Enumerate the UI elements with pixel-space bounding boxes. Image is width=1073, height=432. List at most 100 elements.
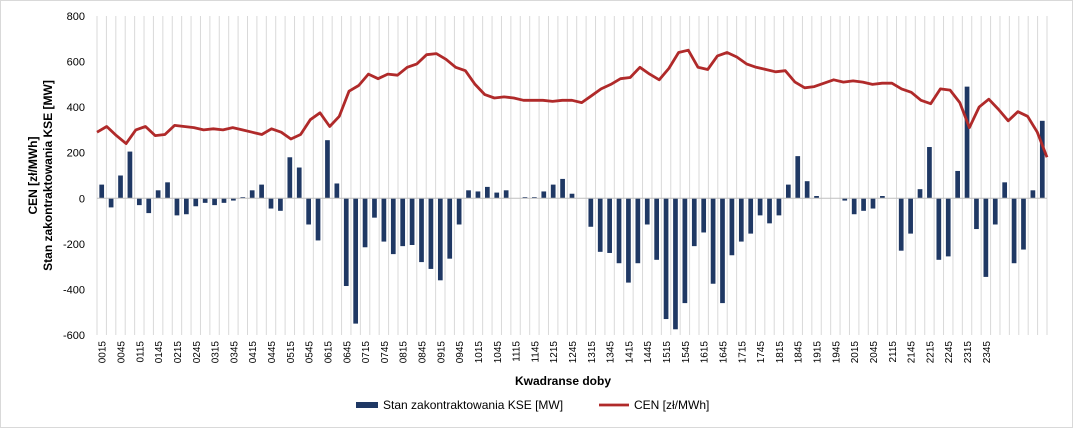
kse-bar bbox=[325, 140, 330, 199]
x-tick-label: 1045 bbox=[493, 341, 504, 364]
x-tick-label: 1315 bbox=[587, 341, 598, 364]
x-tick-label: 0815 bbox=[399, 341, 410, 364]
kse-bar bbox=[927, 147, 932, 199]
kse-bar bbox=[400, 198, 406, 247]
kse-bar bbox=[362, 198, 368, 248]
kse-bar bbox=[503, 190, 509, 199]
kse-bar bbox=[936, 198, 942, 260]
x-tick-label: 1115 bbox=[512, 341, 523, 362]
kse-bar bbox=[372, 198, 377, 218]
y-axis-label: CEN [zł/MWh]Stan zakontraktowania KSE [M… bbox=[26, 80, 55, 271]
x-tick-label: 0545 bbox=[305, 341, 316, 364]
x-tick-label: 0215 bbox=[173, 341, 184, 364]
kse-bar bbox=[541, 191, 547, 199]
kse-bar bbox=[691, 198, 697, 247]
x-tick-label: 1345 bbox=[606, 341, 617, 364]
kse-bar bbox=[231, 198, 236, 201]
kse-bar bbox=[710, 198, 716, 284]
kse-bar bbox=[795, 156, 801, 199]
kse-bar bbox=[428, 198, 434, 269]
legend: Stan zakontraktowania KSE [MW] CEN [zł/MW… bbox=[356, 398, 709, 412]
legend-bar-swatch bbox=[356, 402, 378, 408]
x-tick-label: 2215 bbox=[925, 341, 936, 364]
y-axis-label-line: CEN [zł/MWh] bbox=[26, 137, 40, 215]
kse-bar bbox=[1011, 198, 1017, 264]
kse-bar bbox=[268, 198, 274, 209]
x-tick-label: 2315 bbox=[963, 341, 974, 364]
kse-bar bbox=[193, 198, 199, 207]
kse-bar bbox=[917, 189, 923, 199]
x-tick-label: 1745 bbox=[756, 341, 767, 364]
x-tick-label: 0915 bbox=[436, 341, 447, 364]
kse-bar bbox=[146, 198, 152, 214]
kse-bar bbox=[484, 186, 490, 199]
x-tick-label: 0515 bbox=[286, 341, 297, 364]
y-tick-label: -600 bbox=[63, 330, 85, 342]
kse-bar bbox=[870, 198, 876, 209]
x-tick-label: 0315 bbox=[211, 341, 222, 364]
kse-bar bbox=[532, 197, 537, 199]
kse-bar bbox=[447, 198, 453, 259]
kse-bar bbox=[550, 184, 556, 199]
kse-bar bbox=[221, 198, 227, 203]
kse-bar bbox=[992, 198, 998, 225]
legend-line-label: CEN [zł/MWh] bbox=[634, 398, 709, 412]
y-tick-label: 600 bbox=[67, 57, 85, 69]
kse-bar bbox=[466, 190, 471, 199]
x-tick-label: 1015 bbox=[474, 341, 485, 364]
x-tick-label: 0615 bbox=[323, 341, 334, 364]
kse-bar bbox=[663, 198, 669, 320]
x-tick-label: 1645 bbox=[718, 341, 729, 364]
kse-bar bbox=[287, 157, 293, 199]
kse-bar bbox=[494, 192, 500, 199]
kse-bar bbox=[738, 198, 744, 242]
kse-bar bbox=[785, 184, 791, 199]
x-tick-label: 2015 bbox=[850, 341, 861, 364]
kse-bar bbox=[390, 198, 396, 255]
kse-bar bbox=[118, 175, 123, 199]
kse-bar bbox=[898, 198, 904, 251]
kse-bar bbox=[165, 182, 170, 199]
kse-bar bbox=[607, 198, 612, 253]
price-line bbox=[96, 48, 1049, 158]
kse-bar bbox=[861, 198, 866, 211]
x-tick-label: 0715 bbox=[361, 341, 372, 364]
x-axis-label: Kwadranse doby bbox=[515, 374, 611, 388]
y-tick-labels: -600 -400 -200 0 200 400 600 800 bbox=[63, 11, 85, 342]
kse-bar bbox=[757, 198, 763, 216]
kse-bar bbox=[776, 198, 782, 216]
x-tick-label: 1545 bbox=[681, 341, 692, 364]
x-tick-label: 1615 bbox=[700, 341, 711, 364]
y-tick-label: -400 bbox=[63, 284, 85, 296]
kse-bar bbox=[673, 198, 678, 330]
y-tick-label: 800 bbox=[67, 11, 85, 23]
x-tick-label: 0745 bbox=[380, 341, 391, 364]
x-tick-label: 0145 bbox=[154, 341, 165, 364]
x-tick-label: 1915 bbox=[813, 341, 824, 364]
kse-bar bbox=[635, 198, 641, 264]
kse-bar bbox=[560, 178, 565, 199]
legend-bar-label: Stan zakontraktowania KSE [MW] bbox=[383, 398, 563, 412]
kse-bar bbox=[296, 167, 302, 199]
bar-series bbox=[99, 86, 1045, 330]
x-tick-label: 2345 bbox=[982, 341, 993, 364]
kse-bar bbox=[974, 198, 979, 230]
x-tick-label: 1245 bbox=[568, 341, 579, 364]
kse-bar bbox=[353, 198, 359, 324]
kse-bar bbox=[306, 198, 311, 225]
kse-bar bbox=[409, 198, 415, 245]
kse-bar bbox=[588, 198, 594, 227]
kse-bar bbox=[569, 193, 575, 199]
x-tick-label: 2245 bbox=[944, 341, 955, 364]
x-tick-label: 0045 bbox=[117, 341, 128, 364]
y-tick-label: -200 bbox=[63, 239, 85, 251]
x-tick-label: 1845 bbox=[794, 341, 805, 364]
x-tick-label: 1415 bbox=[624, 341, 635, 364]
x-tick-label: 0345 bbox=[229, 341, 240, 364]
x-tick-label: 1145 bbox=[530, 341, 541, 363]
kse-bar bbox=[955, 170, 960, 199]
kse-bar bbox=[701, 198, 707, 233]
kse-bar bbox=[259, 184, 264, 199]
